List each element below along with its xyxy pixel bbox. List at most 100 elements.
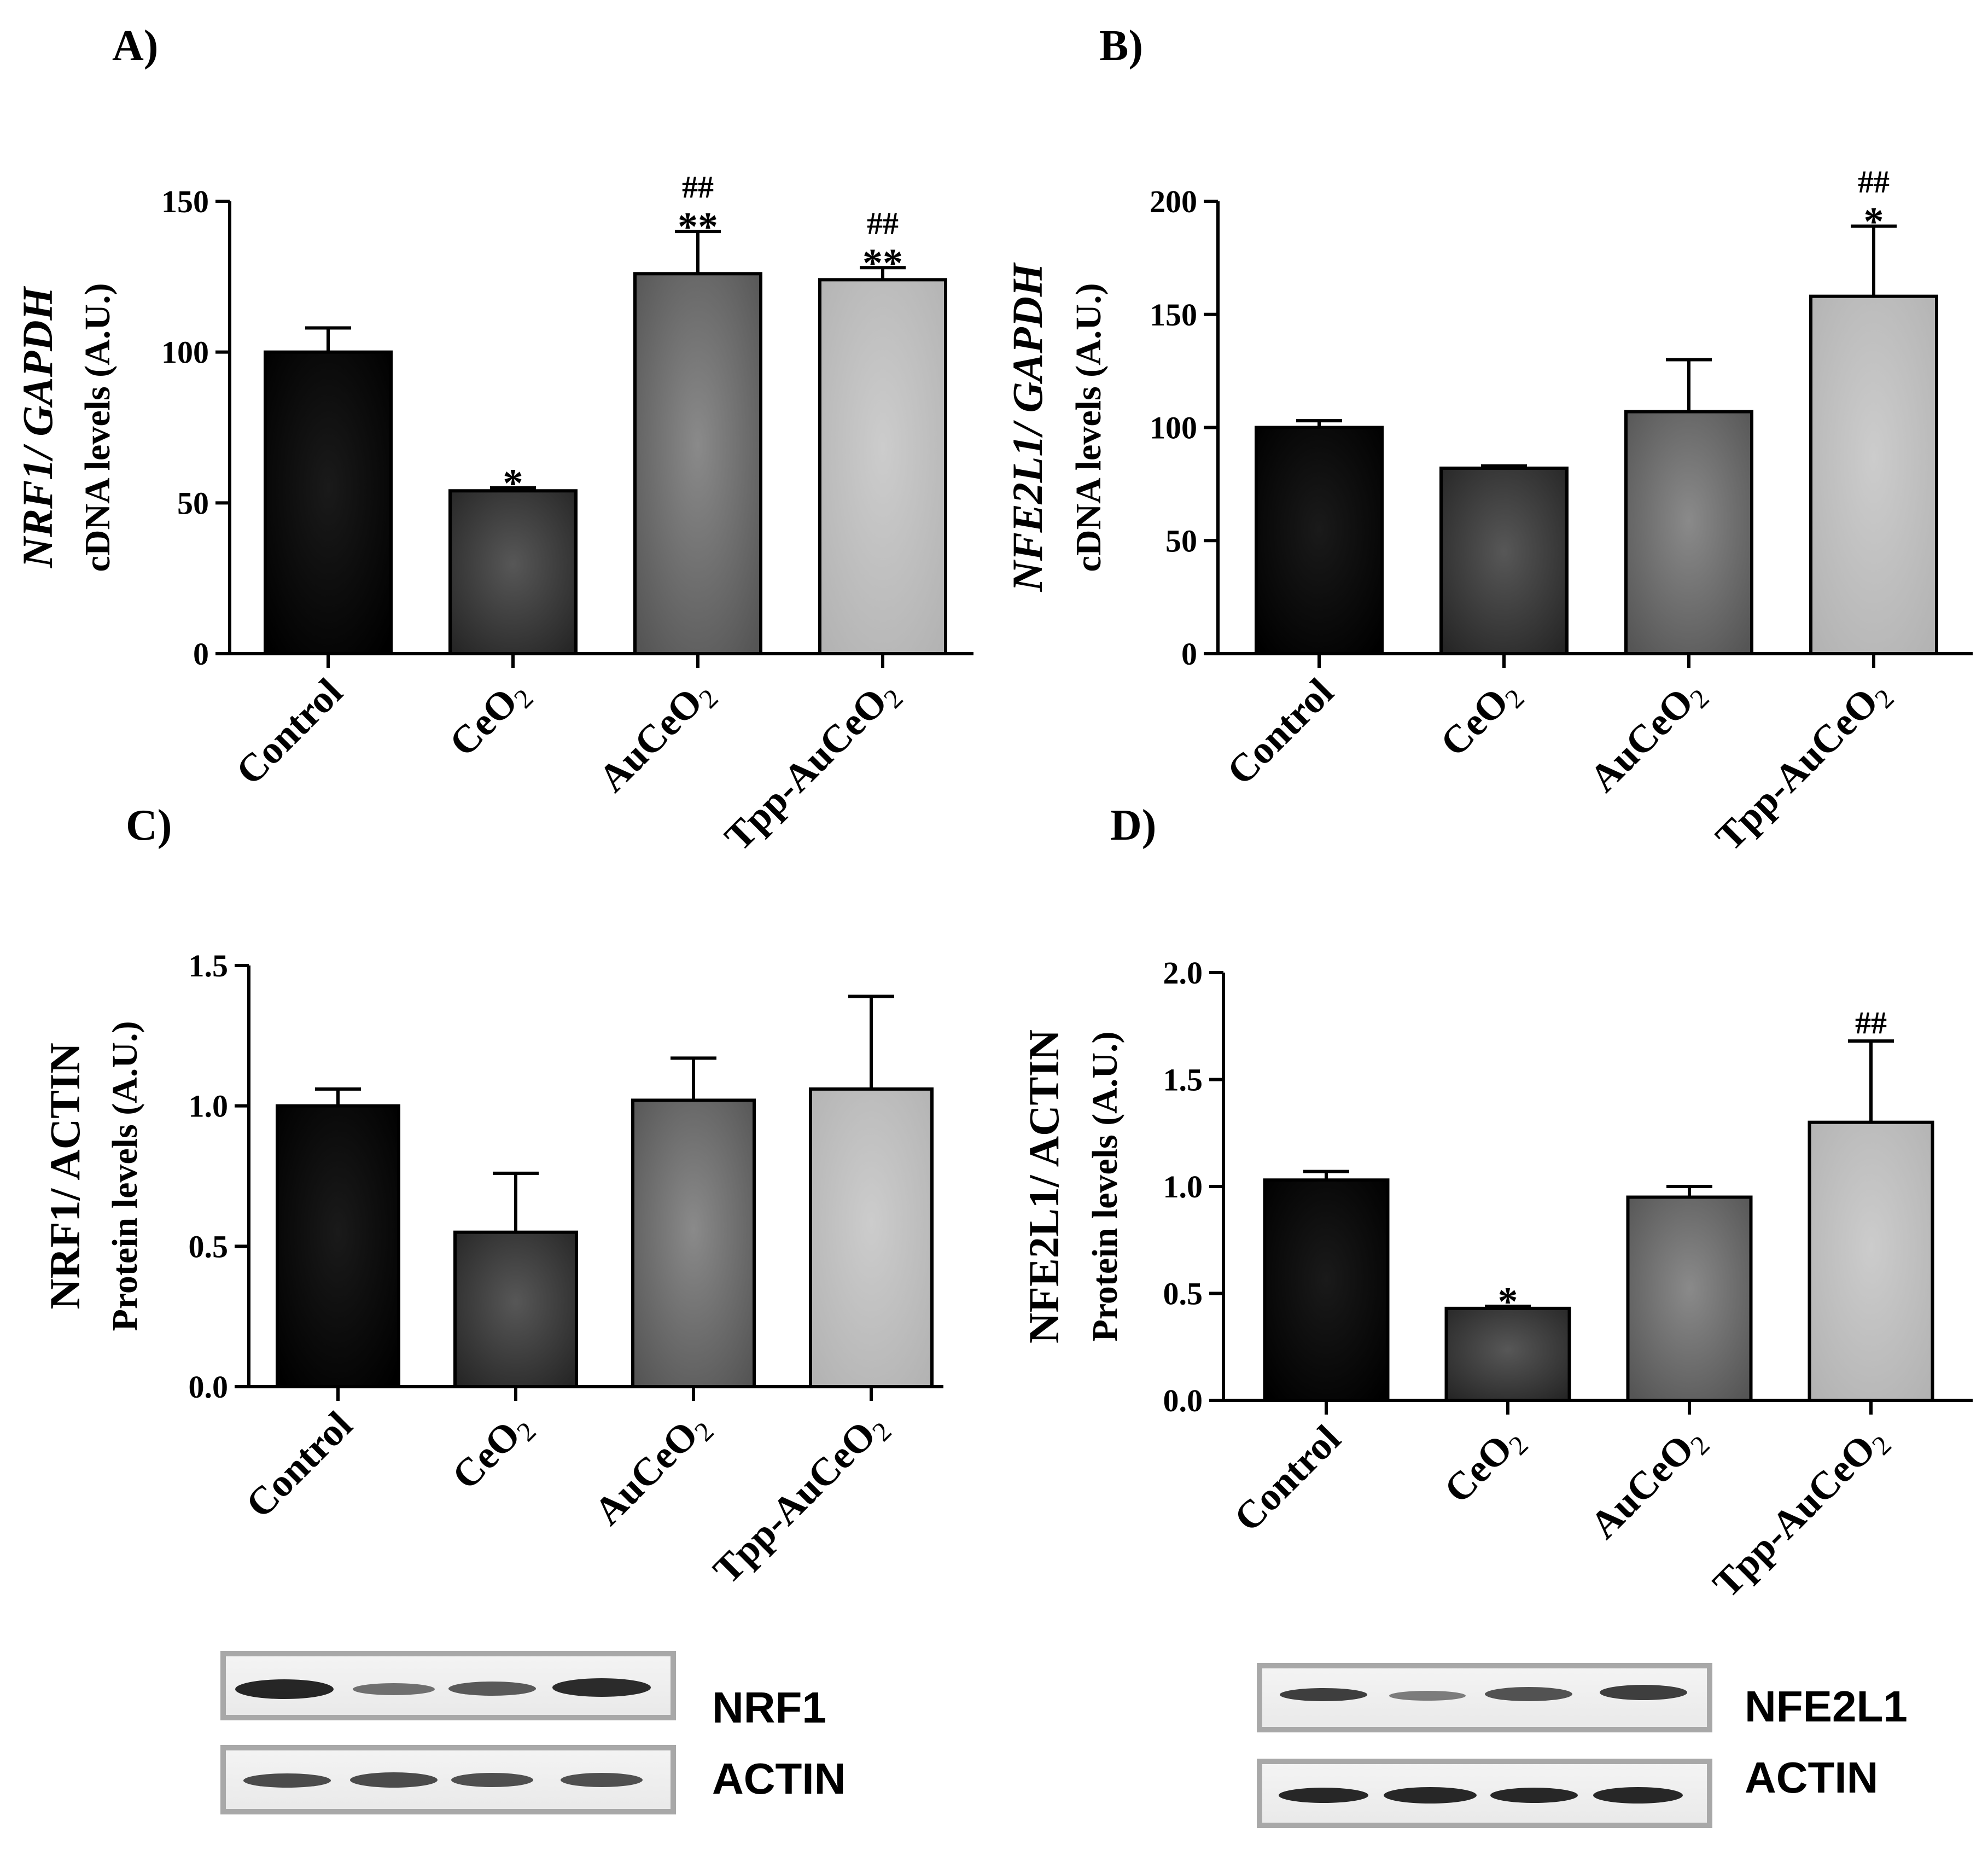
y-tick-label: 0.5 bbox=[189, 1229, 229, 1264]
blot-band bbox=[1389, 1691, 1466, 1701]
bar bbox=[276, 1104, 400, 1388]
blot-band bbox=[1279, 1788, 1368, 1803]
significance-star-label: * bbox=[1864, 199, 1884, 244]
bar bbox=[448, 489, 578, 656]
bar bbox=[1444, 1306, 1571, 1403]
x-tick-label: Control bbox=[1226, 1417, 1349, 1540]
x-tick-label: AuCeO2 bbox=[1582, 1417, 1716, 1551]
bar bbox=[1626, 1195, 1753, 1403]
blot-band bbox=[235, 1679, 334, 1699]
bar bbox=[631, 1098, 756, 1388]
blot-band bbox=[1600, 1685, 1687, 1700]
x-tick-label-text: AuCeO bbox=[590, 679, 711, 800]
significance-star-label: ** bbox=[678, 205, 718, 249]
chart-panel-a: 0 50 100 150 NRF1/ GAPDH cDNA levels (A.U.) Co… bbox=[14, 169, 973, 863]
bar bbox=[818, 278, 947, 655]
y-tick-label: 0 bbox=[193, 636, 209, 672]
blot-d-actin-bands bbox=[1279, 1787, 1683, 1804]
y-axis-subtitle: cDNA levels (A.U.) bbox=[1069, 283, 1109, 572]
y-tick-label: 150 bbox=[161, 184, 209, 219]
panel-label-a: A) bbox=[112, 22, 158, 70]
x-tick-label: CeO2 bbox=[1432, 670, 1530, 769]
blot-d-loading-label: ACTIN bbox=[1745, 1753, 1879, 1802]
western-blot-d bbox=[1257, 1663, 1712, 1828]
x-tick-label: AuCeO2 bbox=[1581, 670, 1715, 804]
x-tick-label: Tpp-AuCeO2 bbox=[704, 1403, 897, 1596]
blot-band bbox=[1384, 1787, 1477, 1804]
y-axis-subtitle: Protein levels (A.U.) bbox=[105, 1021, 145, 1331]
chart-panel-b: 0 50 100 150 200 NFE2L1/ GAPDH cDNA levels (A.… bbox=[1004, 164, 1973, 863]
x-tick-label-text: AuCeO bbox=[1581, 679, 1702, 800]
significance-star-label: * bbox=[1498, 1279, 1518, 1324]
x-tick-label: Tpp-AuCeO2 bbox=[1704, 1417, 1897, 1609]
x-tick-label: Control bbox=[237, 1403, 360, 1526]
blot-band bbox=[1485, 1687, 1572, 1701]
y-axis-title: NRF1/ ACTIN bbox=[41, 1043, 89, 1310]
y-tick-label: 0.0 bbox=[1163, 1383, 1203, 1418]
blot-c-loading-label: ACTIN bbox=[712, 1754, 846, 1803]
y-tick-label: 0 bbox=[1181, 636, 1197, 672]
y-tick-label: 150 bbox=[1150, 297, 1197, 333]
y-tick-label: 200 bbox=[1150, 184, 1197, 219]
x-tick-label: AuCeO2 bbox=[590, 670, 724, 804]
x-tick-label: AuCeO2 bbox=[586, 1403, 720, 1537]
blot-band bbox=[1593, 1787, 1683, 1804]
blot-c-protein-bands bbox=[235, 1678, 651, 1699]
significance-hash-label: ## bbox=[682, 169, 714, 205]
x-tick-label-text: Control bbox=[1226, 1417, 1349, 1540]
bar bbox=[633, 272, 762, 655]
y-axis-title: NRF1/ GAPDH bbox=[14, 286, 61, 568]
blot-band bbox=[552, 1678, 651, 1697]
x-tick-label: Tpp-AuCeO2 bbox=[1707, 670, 1899, 863]
significance-hash-label: ## bbox=[867, 205, 899, 241]
y-tick-label: 1.5 bbox=[189, 948, 229, 984]
bar bbox=[1263, 1178, 1390, 1403]
x-tick-label-text: Tpp-AuCeO bbox=[1707, 679, 1886, 859]
y-axis-subtitle: Protein levels (A.U.) bbox=[1085, 1032, 1125, 1342]
blot-band bbox=[561, 1773, 643, 1787]
bar bbox=[264, 350, 393, 655]
x-tick-label-text: AuCeO bbox=[1582, 1426, 1703, 1547]
blot-band bbox=[353, 1683, 435, 1695]
chart-panel-d: 0.0 0.5 1.0 1.5 2.0 NFE2L1/ ACTIN Protein leve… bbox=[1020, 955, 1973, 1609]
blot-c-actin-bands bbox=[243, 1772, 643, 1788]
y-tick-label: 1.0 bbox=[1163, 1169, 1203, 1205]
blot-band bbox=[350, 1772, 438, 1788]
x-tick-label: Control bbox=[1219, 670, 1342, 793]
x-tick-label-text: AuCeO bbox=[586, 1412, 707, 1533]
x-tick-label: CeO2 bbox=[441, 670, 539, 769]
x-tick-label-text: Control bbox=[1219, 670, 1342, 793]
blot-c-protein-label: NRF1 bbox=[712, 1683, 826, 1732]
western-blot-c bbox=[220, 1651, 676, 1814]
bar bbox=[1439, 466, 1569, 655]
y-tick-label: 50 bbox=[1165, 523, 1197, 559]
x-tick-label: CeO2 bbox=[1436, 1417, 1534, 1515]
panel-label-d: D) bbox=[1110, 801, 1156, 850]
x-tick-label: CeO2 bbox=[444, 1403, 542, 1502]
x-tick-label-text: Tpp-AuCeO bbox=[1704, 1426, 1884, 1605]
significance-star-label: * bbox=[503, 461, 523, 506]
panel-label-b: B) bbox=[1099, 22, 1143, 70]
y-tick-label: 2.0 bbox=[1163, 955, 1203, 991]
y-tick-label: 50 bbox=[177, 485, 209, 521]
bar bbox=[809, 1087, 934, 1389]
x-tick-label: Control bbox=[228, 670, 351, 793]
x-tick-label: Tpp-AuCeO2 bbox=[716, 670, 908, 863]
blot-d-protein-bands bbox=[1280, 1685, 1687, 1701]
x-tick-label-text: Control bbox=[237, 1403, 360, 1526]
bar bbox=[1809, 294, 1938, 655]
y-axis-title: NFE2L1/ GAPDH bbox=[1004, 262, 1051, 592]
x-tick-label-text: Tpp-AuCeO bbox=[716, 679, 895, 859]
y-axis-title: NFE2L1/ ACTIN bbox=[1020, 1029, 1068, 1343]
y-tick-label: 0.5 bbox=[1163, 1276, 1203, 1312]
chart-panel-c: 0.0 0.5 1.0 1.5 NRF1/ ACTIN Protein levels (A… bbox=[41, 948, 943, 1596]
bar bbox=[1255, 426, 1384, 655]
bar bbox=[453, 1230, 578, 1389]
y-tick-label: 100 bbox=[161, 335, 209, 370]
bar bbox=[1624, 410, 1753, 655]
y-tick-label: 0.0 bbox=[189, 1369, 229, 1405]
y-axis-subtitle: cDNA levels (A.U.) bbox=[78, 283, 118, 572]
y-tick-label: 1.0 bbox=[189, 1089, 229, 1124]
blot-d-protein-label: NFE2L1 bbox=[1745, 1682, 1908, 1731]
x-tick-label-text: Control bbox=[228, 670, 351, 793]
